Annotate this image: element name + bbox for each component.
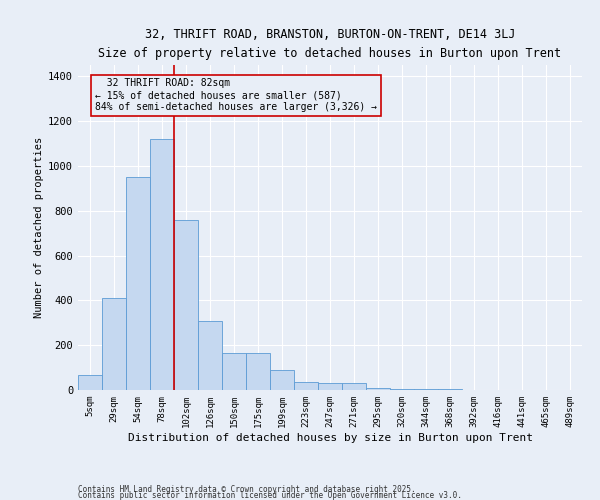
Bar [414,389,438,390]
Bar [342,384,366,390]
Bar [126,177,150,390]
Bar [318,384,342,390]
Bar [150,139,174,390]
Bar [222,353,246,390]
Bar [390,389,414,390]
Bar [366,388,390,390]
Bar [294,382,318,390]
Bar [270,370,294,390]
Bar [198,320,222,390]
Bar [438,389,462,390]
Bar [246,353,270,390]
Y-axis label: Number of detached properties: Number of detached properties [34,137,44,318]
Title: 32, THRIFT ROAD, BRANSTON, BURTON-ON-TRENT, DE14 3LJ
Size of property relative t: 32, THRIFT ROAD, BRANSTON, BURTON-ON-TRE… [98,28,562,60]
Bar [102,298,126,390]
X-axis label: Distribution of detached houses by size in Burton upon Trent: Distribution of detached houses by size … [128,432,533,442]
Text: Contains HM Land Registry data © Crown copyright and database right 2025.: Contains HM Land Registry data © Crown c… [78,484,416,494]
Bar [78,376,102,390]
Text: 32 THRIFT ROAD: 82sqm
← 15% of detached houses are smaller (587)
84% of semi-det: 32 THRIFT ROAD: 82sqm ← 15% of detached … [95,78,377,112]
Text: Contains public sector information licensed under the Open Government Licence v3: Contains public sector information licen… [78,491,462,500]
Bar [174,220,198,390]
